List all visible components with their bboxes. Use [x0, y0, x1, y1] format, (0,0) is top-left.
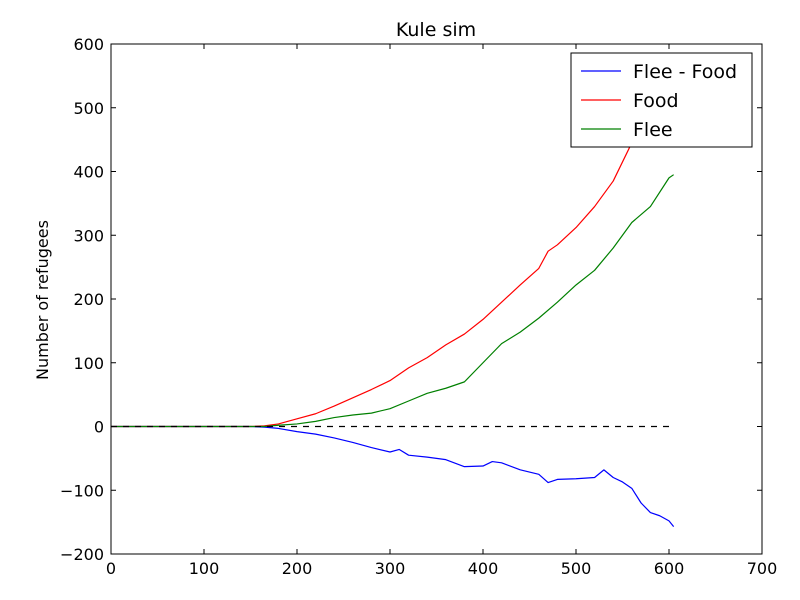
x-tick-label: 100 [189, 559, 220, 578]
chart-title: Kule sim [396, 19, 476, 41]
y-tick-label: −200 [60, 545, 104, 564]
series-line-flee-food [111, 425, 675, 527]
series-line-flee [111, 174, 674, 428]
y-tick-label: 0 [94, 418, 104, 437]
y-tick-label: 200 [73, 290, 104, 309]
x-tick-label: 600 [654, 559, 685, 578]
y-tick-label: 600 [73, 35, 104, 54]
x-tick-label: 0 [106, 559, 116, 578]
legend-label-flee: Flee [633, 119, 673, 141]
x-tick-label: 400 [468, 559, 499, 578]
y-tick-label: 500 [73, 99, 104, 118]
y-axis-label: Number of refugees [33, 220, 52, 380]
series-line-food [111, 126, 642, 428]
x-tick-label: 500 [561, 559, 592, 578]
y-tick-label: 100 [73, 354, 104, 373]
legend-label-flee-food: Flee - Food [633, 61, 737, 83]
x-tick-label: 300 [375, 559, 406, 578]
y-tick-label: −100 [60, 481, 104, 500]
axis-ticks: 0 100 200 300 400 500 600 700 −200 −100 0 100 200 300… [60, 35, 777, 578]
y-tick-label: 400 [73, 163, 104, 182]
legend: Flee - Food Food Flee [570, 52, 753, 148]
plot-area [111, 126, 675, 527]
x-tick-label: 700 [747, 559, 778, 578]
legend-label-food: Food [633, 90, 679, 112]
y-tick-label: 300 [73, 226, 104, 245]
x-tick-label: 200 [282, 559, 313, 578]
